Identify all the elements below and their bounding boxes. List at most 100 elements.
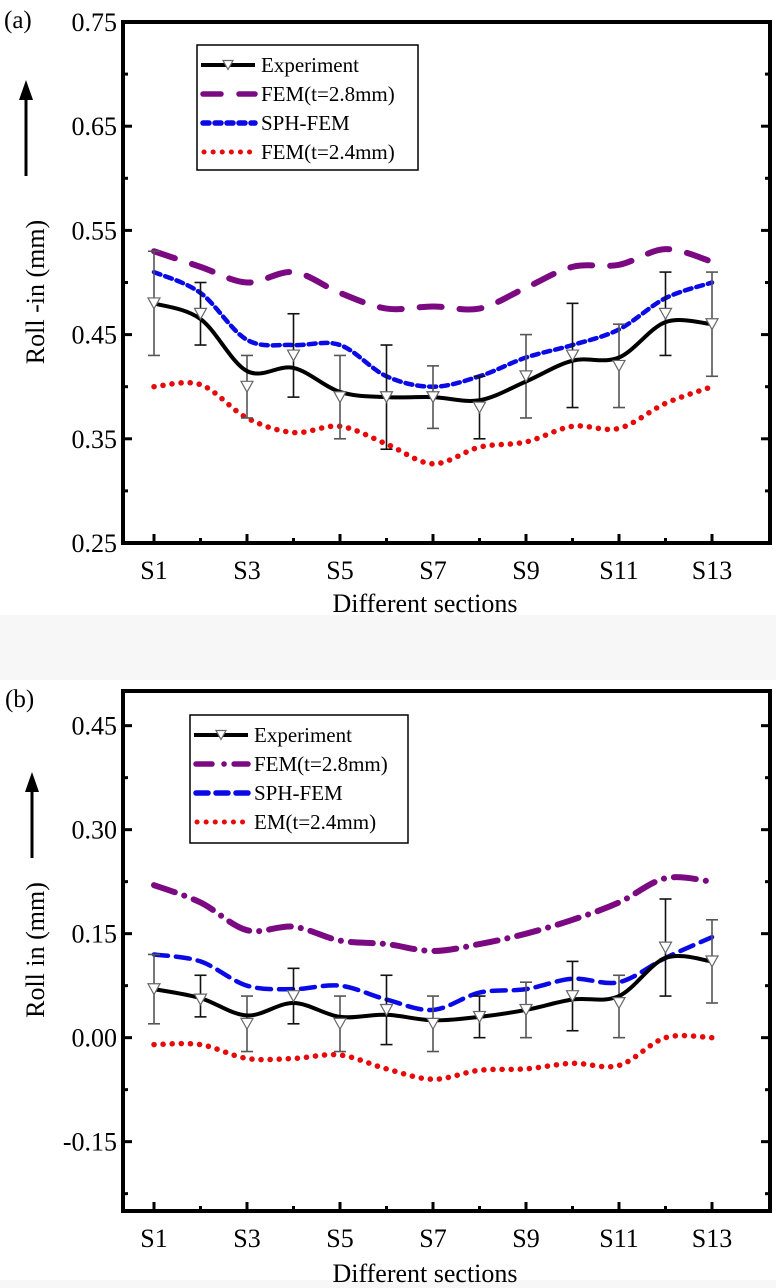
data-point-marker (193, 307, 208, 321)
panel-b-label: (b) (5, 686, 34, 713)
x-tick-label: S11 (599, 556, 639, 585)
legend-label: EM(t=2.4mm) (254, 810, 376, 834)
data-point-marker (146, 297, 162, 310)
legend-marker-icon (221, 59, 235, 71)
x-tick-label: S3 (233, 556, 260, 585)
data-point-marker (239, 380, 255, 394)
legend-label: Experiment (261, 53, 359, 77)
data-point-marker (379, 1003, 394, 1017)
series-fem-t-2-4mm- (151, 379, 715, 467)
y-tick-label: 0.75 (72, 8, 118, 37)
y-tick-label: 0.35 (72, 425, 118, 454)
data-point-marker (193, 993, 208, 1007)
series-line (151, 1032, 715, 1083)
legend-item: EM(t=2.4mm) (194, 810, 376, 834)
legend-item: SPH-FEM (193, 781, 343, 805)
series-fem-t-2-8mm- (151, 874, 715, 955)
data-point-marker (518, 370, 534, 383)
panel-b-axes-frame (121, 689, 772, 1213)
panel-b-y-arrow-icon (25, 772, 39, 858)
y-tick-label: 0.55 (72, 216, 118, 245)
y-tick-label: 0.30 (72, 816, 118, 845)
data-point-marker (472, 401, 487, 415)
data-point-marker (472, 1010, 487, 1024)
panel-b-legend: Experiment FEM(t=2.8mm) SPH-FEM EM(t=2.4mm) (189, 714, 409, 844)
data-point-marker (286, 349, 301, 363)
data-point-marker (425, 391, 441, 404)
y-tick-label: 0.45 (72, 712, 118, 741)
panel-a-x-tick-labels: S1 S3 S5 S7 S9 S11 S13 (140, 556, 732, 585)
panel-a-label: (a) (4, 7, 32, 34)
panel-b-x-tick-labels: S1 S3 S5 S7 S9 S11 S13 (140, 1224, 732, 1253)
panel-b-x-axis-label: Different sections (332, 1259, 517, 1288)
panel-a-y-tick-labels: 0.25 0.35 0.45 0.55 0.65 0.75 (72, 8, 118, 558)
y-tick-label: 0.15 (72, 920, 118, 949)
panel-a-x-axis-label: Different sections (332, 589, 517, 618)
data-point-marker (611, 996, 627, 1010)
data-point-marker (704, 955, 720, 969)
x-tick-label: S5 (326, 1224, 353, 1253)
y-tick-label: -0.15 (63, 1128, 117, 1157)
legend-item: Experiment (201, 53, 359, 77)
legend-item: SPH-FEM (200, 111, 350, 135)
data-point-marker (658, 941, 673, 955)
x-tick-label: S13 (692, 556, 732, 585)
x-tick-label: S7 (419, 556, 446, 585)
x-tick-label: S3 (233, 1224, 260, 1253)
data-point-marker (658, 307, 673, 321)
series-experiment (146, 898, 720, 1053)
series-line (151, 246, 715, 313)
panel-b-y-axis-label: Roll in (mm) (21, 882, 50, 1018)
panel-a: (a) 0.250.350.450.550.650.75 S1 S3 S5 S7 S9 S… (0, 0, 776, 618)
legend-label: FEM(t=2.8mm) (254, 752, 388, 776)
series-line (151, 379, 715, 467)
x-tick-label: S13 (692, 1224, 732, 1253)
y-tick-label: 0.65 (72, 112, 118, 141)
legend-item: FEM(t=2.8mm) (200, 82, 395, 106)
x-tick-label: S1 (140, 556, 167, 585)
x-tick-label: S9 (512, 1224, 539, 1253)
data-point-marker (704, 318, 720, 331)
x-tick-label: S11 (599, 1224, 639, 1253)
legend-item: FEM(t=2.8mm) (193, 752, 388, 776)
legend-label: SPH-FEM (261, 111, 350, 135)
data-point-marker (239, 1017, 255, 1031)
panel-a-y-axis-label: Roll -in (mm) (21, 220, 50, 364)
y-tick-label: 0.25 (72, 529, 118, 558)
legend-label: Experiment (254, 723, 352, 747)
panel-a-axis-ticks (123, 20, 770, 545)
data-point-marker (286, 990, 301, 1003)
series-experiment (146, 250, 720, 451)
data-point-marker (332, 391, 348, 404)
x-tick-label: S5 (326, 556, 353, 585)
legend-label: FEM(t=2.8mm) (261, 82, 395, 106)
data-point-marker (565, 349, 580, 363)
panel-b-plot-area (146, 874, 720, 1083)
data-point-marker (611, 359, 627, 373)
x-tick-label: S9 (512, 556, 539, 585)
panel-b-y-tick-labels: -0.15 0.00 0.15 0.30 0.45 (63, 712, 117, 1157)
legend-label: FEM(t=2.4mm) (261, 140, 395, 164)
panel-a-plot-area (146, 246, 720, 467)
data-point-marker (146, 983, 162, 996)
data-point-marker (565, 990, 580, 1003)
panel-b: (b) -0.150.000.150.300.45 S1 S3 S5 S7 S9 S11 S… (0, 680, 776, 1288)
legend-item: Experiment (194, 723, 352, 747)
data-point-marker (425, 1017, 441, 1031)
legend-marker-icon (214, 729, 228, 741)
panel-a-legend: Experiment FEM(t=2.8mm) SPH-FEM FEM(t=2.4mm… (196, 44, 419, 171)
legend-item: FEM(t=2.4mm) (201, 140, 395, 164)
series-fem-t-2-8mm- (151, 246, 715, 313)
y-tick-label: 0.00 (72, 1024, 118, 1053)
panel-b-axis-ticks (123, 724, 770, 1211)
series-line (151, 874, 715, 955)
panel-a-y-arrow-icon (19, 80, 33, 176)
legend-label: SPH-FEM (254, 781, 343, 805)
data-point-marker (332, 1017, 348, 1031)
x-tick-label: S7 (419, 1224, 446, 1253)
series-em-t-2-4mm- (151, 1032, 715, 1083)
y-tick-label: 0.45 (72, 321, 118, 350)
data-point-marker (379, 391, 394, 404)
x-tick-label: S1 (140, 1224, 167, 1253)
